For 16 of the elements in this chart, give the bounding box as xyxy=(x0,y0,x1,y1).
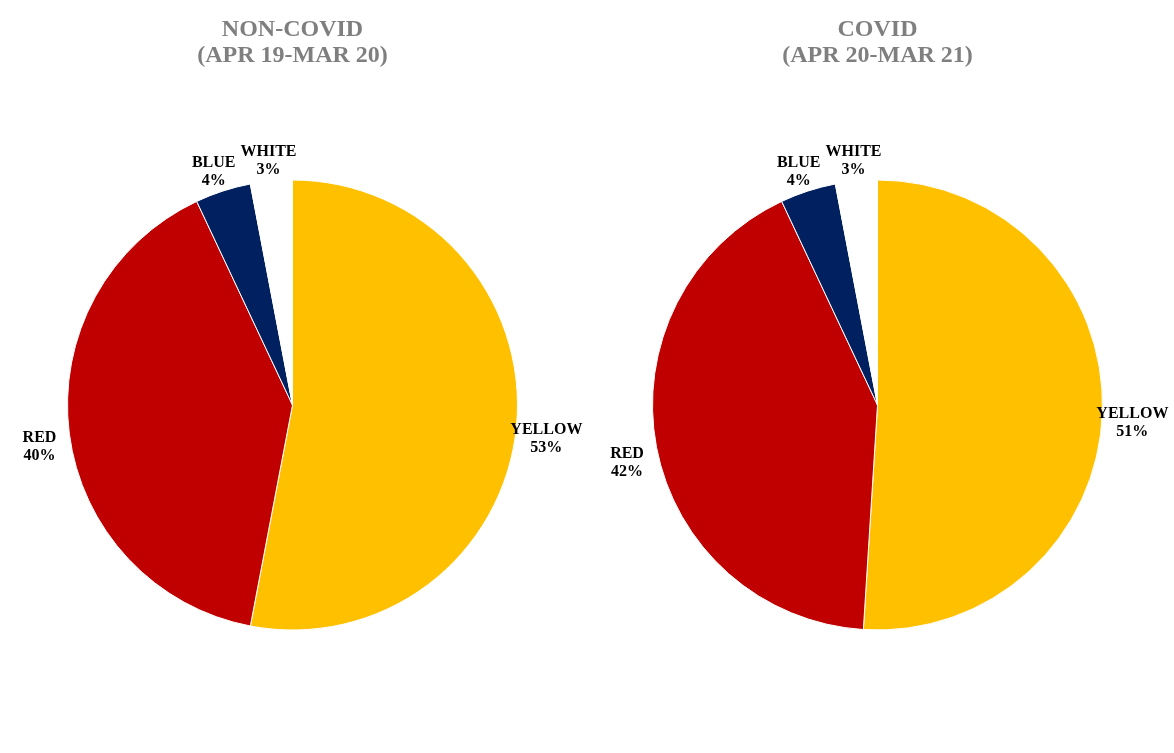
slice-label: RED xyxy=(22,427,57,445)
slice-label: WHITE xyxy=(240,142,297,160)
data-label: 4% xyxy=(786,171,811,189)
slice-label: RED xyxy=(610,443,644,461)
data-label: 42% xyxy=(611,461,644,479)
slice-label: BLUE xyxy=(191,153,236,171)
slice-label: BLUE xyxy=(776,153,821,171)
chart-title: COVID (APR 20-MAR 21) xyxy=(782,15,973,67)
data-label: 4% xyxy=(201,171,226,189)
data-label: 40% xyxy=(23,445,56,463)
data-label: 3% xyxy=(256,160,281,178)
slice-label: WHITE xyxy=(825,142,882,160)
chart-title: NON-COVID (APR 19-MAR 20) xyxy=(197,15,388,67)
data-label: 51% xyxy=(1116,422,1149,440)
data-label: 3% xyxy=(841,160,866,178)
data-label: 53% xyxy=(530,438,563,455)
